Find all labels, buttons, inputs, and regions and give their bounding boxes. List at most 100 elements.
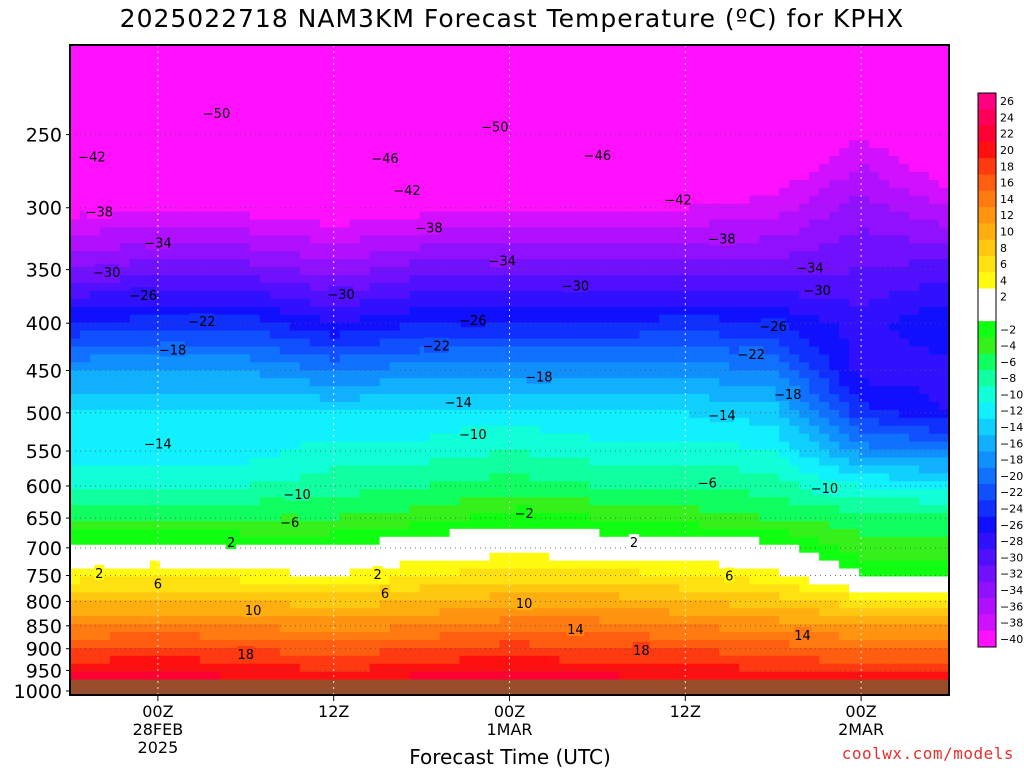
temperature-cell xyxy=(219,544,231,554)
temperature-cell xyxy=(659,655,670,665)
temperature-cell xyxy=(469,187,481,197)
temperature-cell xyxy=(339,203,351,213)
temperature-cell xyxy=(639,576,650,586)
temperature-cell xyxy=(329,449,341,459)
temperature-cell xyxy=(419,584,431,593)
temperature-cell xyxy=(129,338,141,348)
temperature-cell xyxy=(149,45,161,54)
temperature-cell xyxy=(249,211,261,221)
temperature-cell xyxy=(70,282,81,292)
temperature-cell xyxy=(669,671,680,681)
temperature-cell xyxy=(639,671,650,681)
temperature-cell xyxy=(329,156,341,165)
temperature-cell xyxy=(619,275,630,284)
temperature-cell xyxy=(219,235,231,244)
temperature-cell xyxy=(209,68,221,78)
temperature-cell xyxy=(619,290,630,300)
temperature-cell xyxy=(659,203,670,213)
temperature-cell xyxy=(669,108,680,117)
temperature-cell xyxy=(99,560,111,570)
temperature-cell xyxy=(669,647,680,657)
temperature-cell xyxy=(249,528,261,538)
temperature-cell xyxy=(589,465,600,474)
temperature-cell xyxy=(659,243,670,252)
temperature-cell xyxy=(609,536,620,546)
temperature-cell xyxy=(569,52,581,62)
temperature-cell xyxy=(529,441,541,451)
temperature-cell xyxy=(589,433,600,443)
temperature-cell xyxy=(159,576,171,586)
temperature-cell xyxy=(499,330,511,340)
temperature-cell xyxy=(289,624,301,633)
temperature-cell xyxy=(619,417,630,427)
temperature-cell xyxy=(149,76,161,86)
temperature-cell xyxy=(679,354,690,363)
temperature-cell xyxy=(399,314,411,324)
temperature-cell xyxy=(129,179,141,189)
temperature-cell xyxy=(679,227,690,236)
temperature-cell xyxy=(449,354,461,363)
temperature-cell xyxy=(669,489,680,498)
temperature-cell xyxy=(479,528,491,538)
temperature-cell xyxy=(599,441,610,451)
temperature-cell xyxy=(419,639,431,649)
temperature-cell xyxy=(329,140,341,149)
temperature-cell xyxy=(559,671,571,681)
temperature-cell xyxy=(399,465,411,474)
temperature-cell xyxy=(279,52,291,62)
temperature-cell xyxy=(209,290,221,300)
temperature-cell xyxy=(109,76,121,86)
temperature-cell xyxy=(369,520,381,530)
temperature-cell xyxy=(489,473,501,482)
temperature-cell xyxy=(439,92,451,102)
temperature-cell xyxy=(669,290,680,300)
temperature-cell xyxy=(619,647,630,657)
temperature-cell xyxy=(189,497,201,506)
temperature-cell xyxy=(549,132,561,141)
temperature-cell xyxy=(419,497,431,506)
temperature-cell xyxy=(529,489,541,498)
temperature-cell xyxy=(349,608,361,617)
temperature-cell xyxy=(589,536,600,546)
temperature-cell xyxy=(189,179,201,189)
temperature-cell xyxy=(619,52,630,62)
temperature-cell xyxy=(119,92,131,102)
temperature-cell xyxy=(359,608,371,617)
temperature-cell xyxy=(179,489,191,498)
temperature-cell xyxy=(369,671,381,681)
temperature-cell xyxy=(269,179,281,189)
temperature-cell xyxy=(609,362,620,371)
temperature-cell xyxy=(569,116,581,125)
temperature-cell xyxy=(289,465,301,474)
temperature-cell xyxy=(239,148,251,157)
temperature-cell xyxy=(159,148,171,157)
temperature-cell xyxy=(99,433,111,443)
temperature-cell xyxy=(279,163,291,173)
temperature-cell xyxy=(149,465,161,474)
temperature-cell xyxy=(399,235,411,244)
temperature-cell xyxy=(179,60,191,70)
temperature-cell xyxy=(319,489,331,498)
temperature-cell xyxy=(139,116,151,125)
temperature-cell xyxy=(119,671,131,681)
temperature-cell xyxy=(439,608,451,617)
temperature-cell xyxy=(269,616,281,625)
temperature-cell xyxy=(679,592,690,601)
temperature-cell xyxy=(479,148,491,157)
temperature-cell xyxy=(549,306,561,316)
temperature-cell xyxy=(659,433,670,443)
temperature-cell xyxy=(289,663,301,673)
temperature-cell xyxy=(99,235,111,244)
temperature-cell xyxy=(449,489,461,498)
temperature-cell xyxy=(669,520,680,530)
temperature-cell xyxy=(129,251,141,260)
temperature-cell xyxy=(189,290,201,300)
temperature-cell xyxy=(209,536,221,546)
temperature-cell xyxy=(349,235,361,244)
temperature-cell xyxy=(299,576,311,586)
temperature-cell xyxy=(449,76,461,86)
temperature-cell xyxy=(319,338,331,348)
temperature-cell xyxy=(79,552,91,562)
temperature-cell xyxy=(279,140,291,149)
temperature-cell xyxy=(349,259,361,268)
